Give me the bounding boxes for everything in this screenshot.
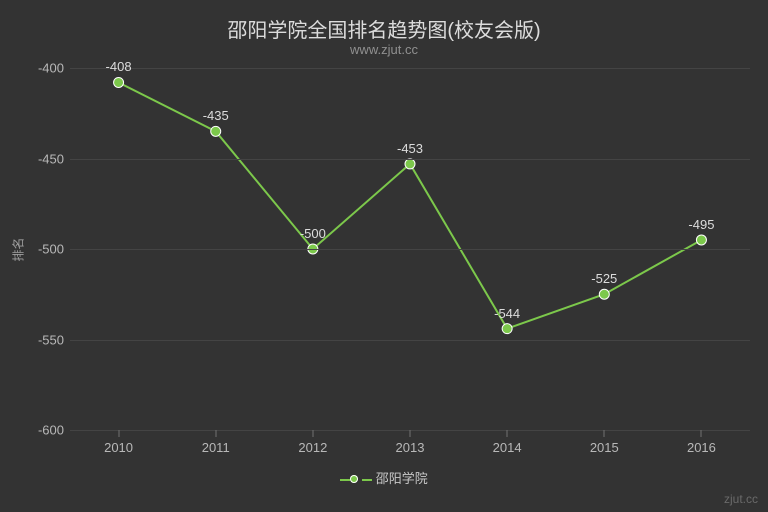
data-point	[405, 159, 415, 169]
point-label: -408	[106, 59, 132, 74]
chart-subtitle: www.zjut.cc	[0, 42, 768, 57]
gridline	[70, 340, 750, 341]
legend-line-right	[362, 479, 372, 481]
x-tick-mark	[701, 430, 702, 437]
watermark: zjut.cc	[724, 492, 758, 506]
point-label: -544	[494, 306, 520, 321]
y-tick-label: -500	[18, 242, 64, 257]
gridline	[70, 68, 750, 69]
x-tick-mark	[215, 430, 216, 437]
x-tick-label: 2014	[493, 440, 522, 455]
data-point	[599, 289, 609, 299]
x-tick-mark	[312, 430, 313, 437]
x-tick-mark	[410, 430, 411, 437]
y-tick-label: -550	[18, 332, 64, 347]
legend-label: 邵阳学院	[376, 471, 428, 486]
x-tick-mark	[604, 430, 605, 437]
data-point	[502, 324, 512, 334]
x-tick-mark	[118, 430, 119, 437]
x-tick-label: 2010	[104, 440, 133, 455]
chart-title: 邵阳学院全国排名趋势图(校友会版)	[0, 14, 768, 43]
x-tick-label: 2011	[202, 440, 230, 455]
gridline	[70, 159, 750, 160]
data-point	[114, 77, 124, 87]
point-label: -525	[591, 271, 617, 286]
y-tick-label: -600	[18, 423, 64, 438]
x-tick-label: 2012	[298, 440, 327, 455]
x-tick-label: 2013	[396, 440, 425, 455]
point-label: -435	[203, 108, 229, 123]
y-tick-label: -400	[18, 61, 64, 76]
point-label: -495	[688, 217, 714, 232]
x-tick-mark	[507, 430, 508, 437]
point-label: -500	[300, 226, 326, 241]
y-tick-label: -450	[18, 151, 64, 166]
legend-marker	[350, 475, 358, 483]
chart-plot-area: -4082010-4352011-5002012-4532013-5442014…	[70, 68, 750, 430]
chart-legend: 邵阳学院	[0, 468, 768, 487]
data-point	[211, 126, 221, 136]
x-tick-label: 2015	[590, 440, 619, 455]
data-point	[696, 235, 706, 245]
legend-line-left	[340, 479, 350, 481]
point-label: -453	[397, 141, 423, 156]
gridline	[70, 249, 750, 250]
x-tick-label: 2016	[687, 440, 716, 455]
